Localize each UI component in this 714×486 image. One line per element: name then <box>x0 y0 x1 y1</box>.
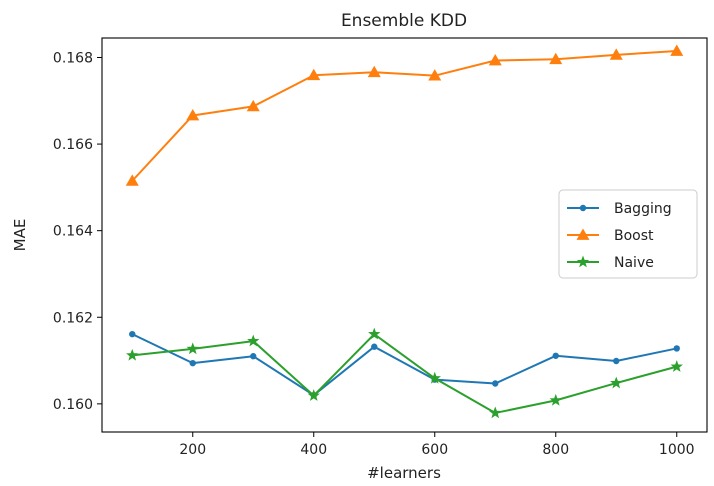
axes-frame <box>101 37 708 433</box>
data-point-bagging <box>250 353 257 360</box>
data-point-boost <box>488 54 502 66</box>
legend-marker-bagging <box>579 204 587 212</box>
data-point-naive <box>549 393 562 406</box>
data-point-boost <box>367 65 381 78</box>
data-point-boost <box>125 174 139 186</box>
x-tick-label: 200 <box>179 442 206 458</box>
data-point-bagging <box>673 345 680 352</box>
x-tick-label: 600 <box>421 442 448 458</box>
y-axis-label: MAE <box>11 219 29 252</box>
legend-item-bagging: Bagging <box>567 201 672 217</box>
data-point-naive <box>368 327 381 340</box>
data-point-boost <box>670 44 684 56</box>
data-point-naive <box>428 371 441 384</box>
series-line-boost <box>131 49 677 182</box>
data-point-naive <box>186 342 199 355</box>
legend-box <box>558 189 698 279</box>
legend-label-boost: Boost <box>614 228 654 244</box>
plot-area <box>125 44 684 419</box>
y-tick-label: 0.160 <box>53 397 93 413</box>
data-point-naive <box>670 360 683 372</box>
data-point-naive <box>247 334 260 347</box>
data-point-boost <box>428 69 442 81</box>
data-point-boost <box>307 68 321 81</box>
legend-label-bagging: Bagging <box>614 201 672 217</box>
data-point-bagging <box>613 357 620 365</box>
data-point-boost <box>246 99 260 112</box>
series-naive <box>126 327 683 419</box>
y-axis: 0.160 0.162 0.164 0.166 0.168 <box>53 50 102 413</box>
y-tick-label: 0.168 <box>53 50 93 66</box>
legend-label-naive: Naive <box>614 255 654 271</box>
data-point-naive <box>489 406 502 419</box>
legend-marker-naive <box>576 255 590 268</box>
series-boost <box>125 44 684 186</box>
data-point-bagging <box>492 380 499 387</box>
x-tick-label: 1000 <box>659 442 695 458</box>
data-point-naive <box>307 389 320 401</box>
series-bagging <box>129 330 680 399</box>
series-line-bagging <box>131 333 677 397</box>
data-point-naive <box>126 348 139 361</box>
data-point-bagging <box>371 343 378 350</box>
y-tick-label: 0.162 <box>53 310 93 326</box>
data-point-bagging <box>189 359 196 367</box>
legend-item-boost: Boost <box>567 228 654 244</box>
y-tick-label: 0.166 <box>53 137 93 153</box>
legend: Bagging Boost Naive <box>558 189 698 279</box>
data-point-boost <box>186 109 200 121</box>
data-point-bagging <box>552 352 559 359</box>
x-axis: 200 400 600 800 1000 <box>179 432 695 458</box>
series-line-naive <box>132 333 678 414</box>
x-tick-label: 400 <box>300 442 327 458</box>
legend-marker-boost <box>576 228 590 240</box>
x-axis-label: #learners <box>367 464 441 482</box>
data-point-boost <box>549 52 563 65</box>
y-tick-label: 0.164 <box>53 224 93 240</box>
data-point-boost <box>609 48 623 60</box>
x-tick-label: 800 <box>542 442 569 458</box>
data-point-bagging <box>129 330 136 338</box>
data-point-naive <box>610 376 623 389</box>
chart-title: Ensemble KDD <box>341 11 467 31</box>
legend-item-naive: Naive <box>567 255 654 271</box>
